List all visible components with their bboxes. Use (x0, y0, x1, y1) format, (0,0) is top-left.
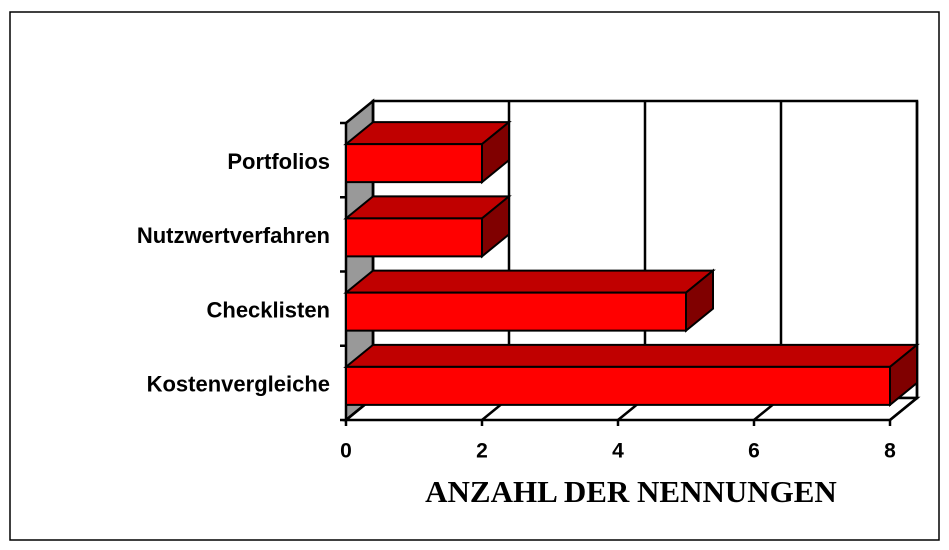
bar (343, 194, 512, 259)
bar-front (345, 143, 483, 184)
y-tick-label: Nutzwertverfahren (137, 223, 330, 248)
bar-front (345, 291, 687, 332)
bar-front (345, 365, 891, 406)
bar (343, 120, 512, 185)
bar-top (343, 343, 920, 368)
x-tick-label: 0 (340, 440, 352, 463)
grid-line (889, 101, 919, 421)
x-tick-label: 8 (884, 440, 896, 463)
x-tick-label: 4 (612, 440, 624, 463)
bar (343, 342, 920, 407)
y-tick-label: Checklisten (207, 297, 331, 322)
y-tick-label: Portfolios (227, 149, 330, 174)
x-tick-label: 6 (748, 440, 760, 463)
y-tick-label: Kostenvergleiche (147, 372, 330, 397)
bar-front (345, 217, 483, 258)
x-axis-label: ANZAHL DER NENNUNGEN (425, 474, 837, 509)
bar-top (343, 269, 716, 294)
bar (343, 268, 716, 333)
plot-area: 0 2 4 6 8 Kostenvergleiche Checklisten Nutzwert… (137, 98, 921, 463)
x-tick-label: 2 (476, 440, 488, 463)
